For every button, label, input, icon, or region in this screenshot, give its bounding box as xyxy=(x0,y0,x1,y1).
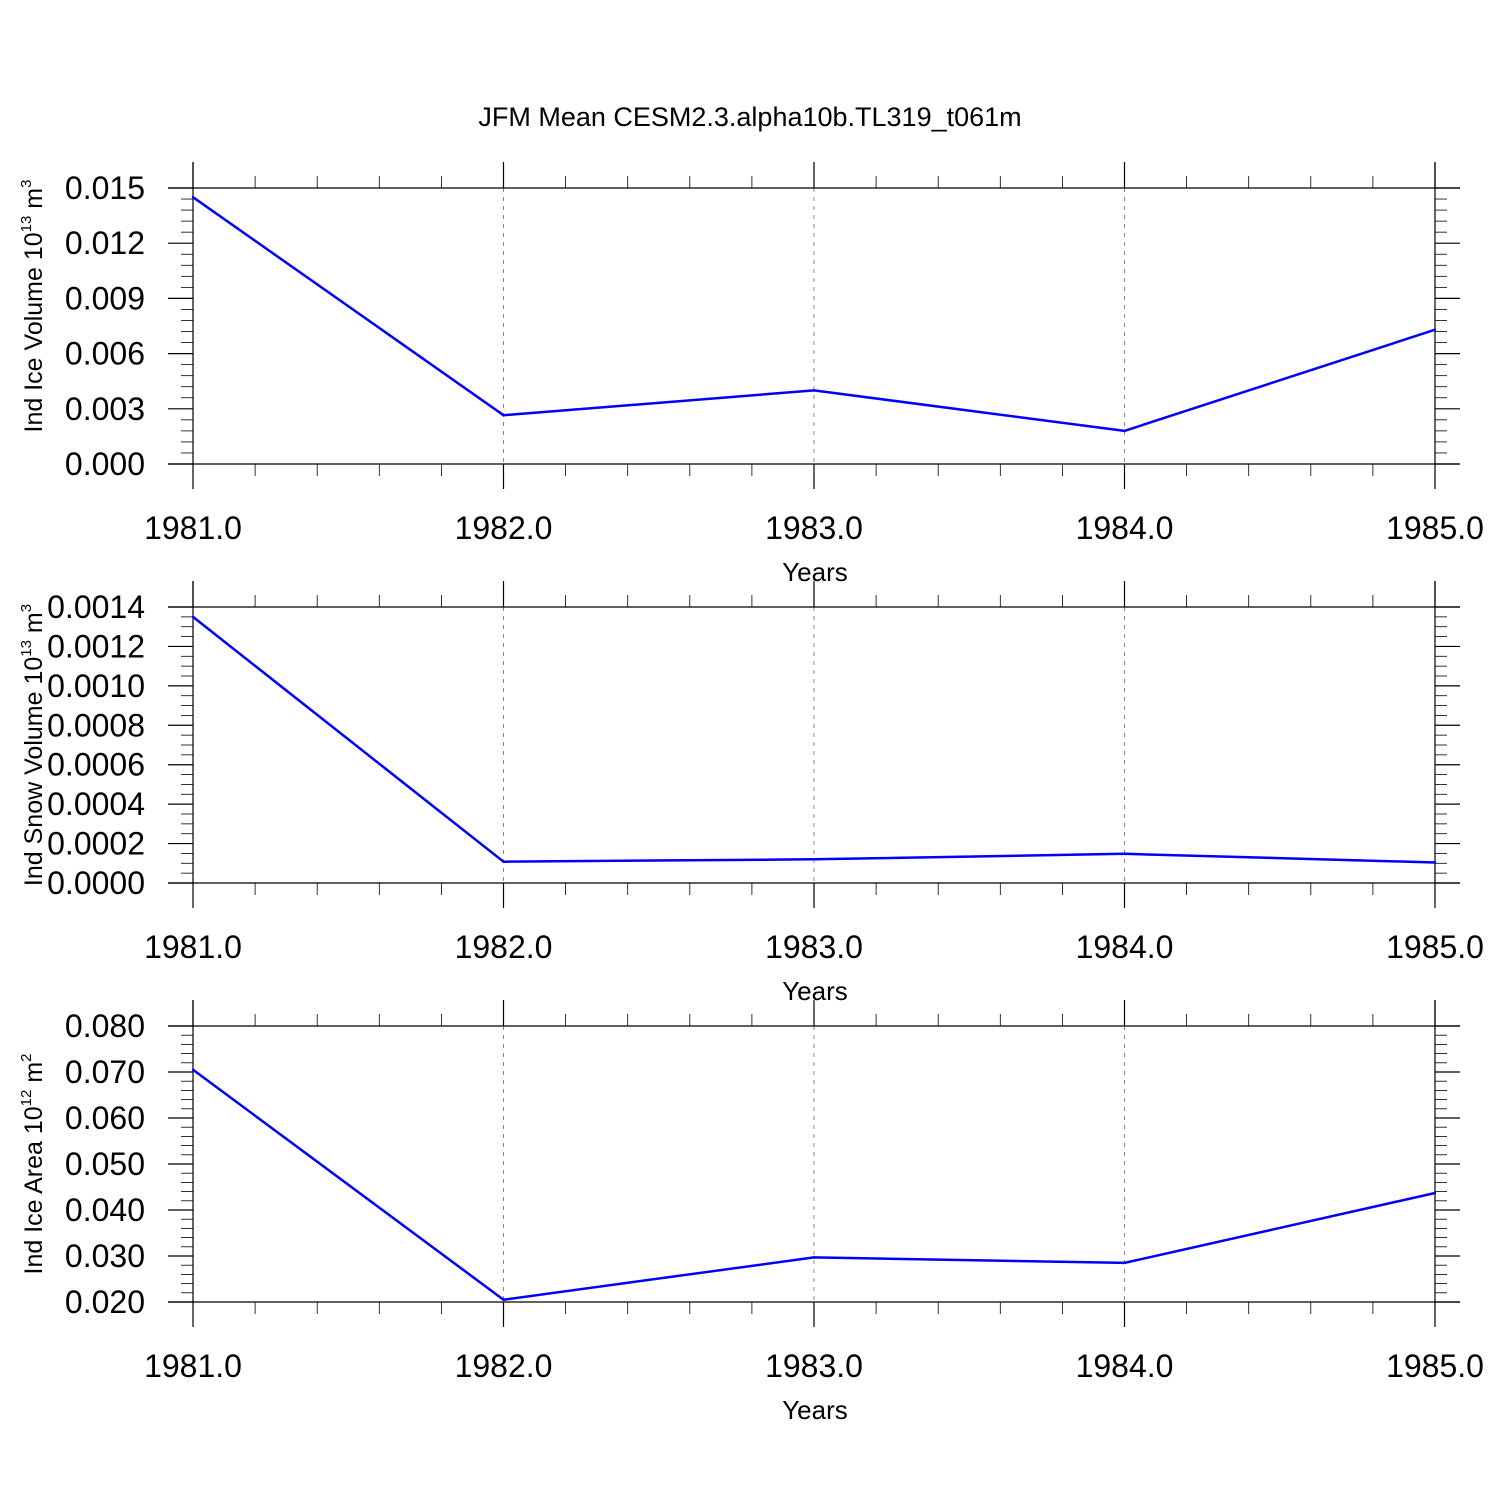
data-point xyxy=(502,1298,505,1301)
y-tick-label: 0.000 xyxy=(65,446,145,482)
x-tick-label: 1982.0 xyxy=(455,1348,553,1384)
data-point xyxy=(1433,861,1437,864)
y-tick-label: 0.040 xyxy=(65,1192,145,1228)
y-tick-label: 0.0012 xyxy=(47,628,145,664)
y-tick-label: 0.0006 xyxy=(47,747,145,783)
y-tick-label: 0.0002 xyxy=(47,826,145,862)
data-point xyxy=(1433,1191,1437,1195)
x-axis-label: Years xyxy=(782,557,848,587)
data-point xyxy=(502,414,505,417)
x-tick-label: 1984.0 xyxy=(1076,510,1174,546)
data-point xyxy=(502,860,505,863)
y-tick-label: 0.0014 xyxy=(47,589,145,625)
y-tick-label: 0.060 xyxy=(65,1100,145,1136)
y-tick-label: 0.050 xyxy=(65,1146,145,1182)
x-tick-label: 1983.0 xyxy=(765,510,863,546)
ice-area-panel: 0.020 0.030 0.040 0.050 0.060 0.070 0.080 1981.… xyxy=(18,1000,1484,1425)
ice-volume-panel: 0.000 0.003 0.006 0.009 0.012 0.015 1981.0 1982… xyxy=(18,162,1484,587)
y-tick-label: 0.0000 xyxy=(47,865,145,901)
x-tick-label: 1981.0 xyxy=(144,1348,242,1384)
y-tick-label: 0.0004 xyxy=(47,786,145,822)
x-tick-label: 1981.0 xyxy=(144,510,242,546)
x-tick-label: 1983.0 xyxy=(765,1348,863,1384)
data-point xyxy=(1123,852,1126,856)
y-tick-label: 0.070 xyxy=(65,1054,145,1090)
data-point xyxy=(812,858,816,861)
y-axis-label: Ind Ice Area 1012 m2 xyxy=(18,1054,48,1275)
x-tick-label: 1982.0 xyxy=(455,929,553,965)
y-tick-label: 0.080 xyxy=(65,1008,145,1044)
x-tick-label: 1985.0 xyxy=(1386,510,1484,546)
series-line xyxy=(192,1068,1436,1301)
figure-title: JFM Mean CESM2.3.alpha10b.TL319_t061m xyxy=(478,102,1021,132)
x-axis-label: Years xyxy=(782,976,848,1006)
x-axis-label: Years xyxy=(782,1395,848,1425)
y-tick-label: 0.006 xyxy=(65,336,145,372)
y-axis-label: Ind Ice Volume 1013 m3 xyxy=(18,180,48,433)
y-tick-label: 0.012 xyxy=(65,225,145,261)
y-tick-label: 0.015 xyxy=(65,170,145,206)
y-tick-label: 0.0010 xyxy=(47,668,145,704)
y-tick-label: 0.030 xyxy=(65,1238,145,1274)
x-tick-label: 1985.0 xyxy=(1386,1348,1484,1384)
y-axis-label: Ind Snow Volume 1013 m3 xyxy=(18,604,48,886)
x-tick-label: 1982.0 xyxy=(455,510,553,546)
data-point xyxy=(191,615,195,619)
data-point xyxy=(191,196,195,199)
data-point xyxy=(1123,1261,1126,1265)
y-tick-label: 0.0008 xyxy=(47,707,145,743)
y-tick-label: 0.009 xyxy=(65,280,145,316)
data-point xyxy=(812,1256,816,1259)
x-tick-label: 1981.0 xyxy=(144,929,242,965)
data-point xyxy=(1433,328,1437,331)
data-point xyxy=(1123,429,1126,433)
x-tick-label: 1984.0 xyxy=(1076,1348,1174,1384)
data-point xyxy=(812,389,816,392)
data-point xyxy=(191,1068,195,1071)
y-tick-label: 0.003 xyxy=(65,391,145,427)
x-tick-label: 1984.0 xyxy=(1076,929,1174,965)
y-tick-label: 0.020 xyxy=(65,1284,145,1320)
x-tick-label: 1985.0 xyxy=(1386,929,1484,965)
x-tick-label: 1983.0 xyxy=(765,929,863,965)
